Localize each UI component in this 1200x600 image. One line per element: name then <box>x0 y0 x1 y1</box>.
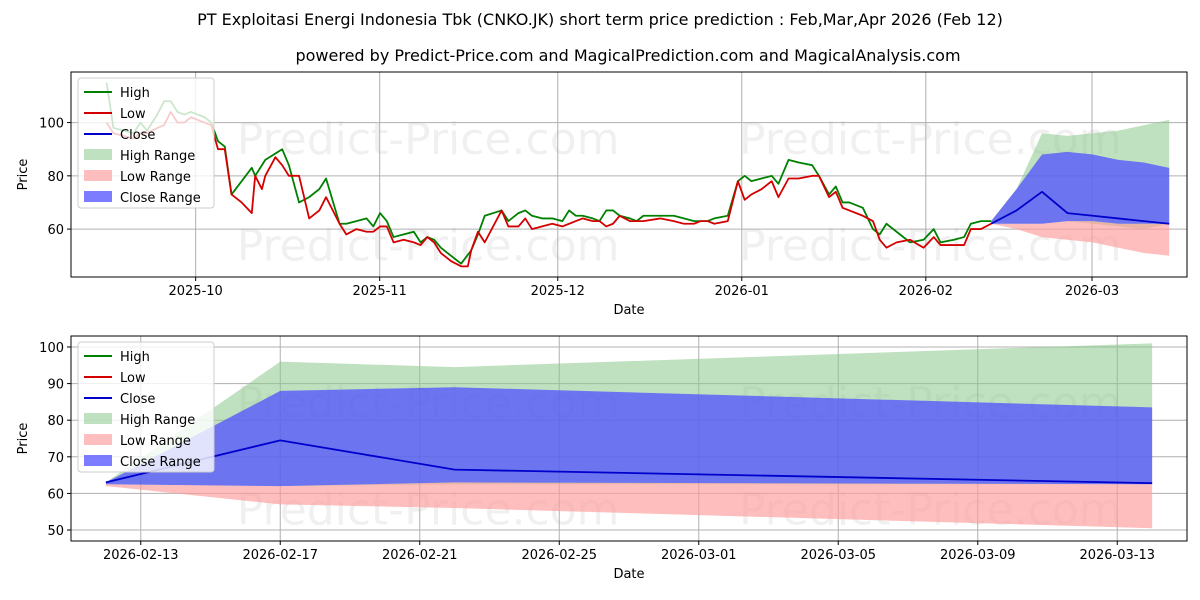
x-axis-label: Date <box>613 567 644 582</box>
x-tick-label: 2025-11 <box>353 284 407 299</box>
x-tick-label: 2026-02-13 <box>103 548 179 563</box>
y-tick-label: 100 <box>39 341 64 356</box>
legend-close-label: Close <box>120 128 155 143</box>
y-tick-label: 80 <box>47 414 64 429</box>
legend-low-range-swatch <box>84 170 112 181</box>
x-tick-label: 2026-03-13 <box>1079 548 1155 563</box>
y-axis-label: Price <box>16 159 31 191</box>
grid-group <box>71 72 1187 277</box>
legend-high-range-label: High Range <box>120 149 195 164</box>
watermark-text: Predict-Price.com <box>237 221 620 272</box>
low-range-band <box>991 221 1170 256</box>
x-tick-label: 2026-02-25 <box>521 548 597 563</box>
watermark-text: Predict-Price.com <box>237 114 620 165</box>
legend-close-label: Close <box>120 392 155 407</box>
legend-low-range-label: Low Range <box>120 170 191 185</box>
high-line <box>105 82 992 265</box>
x-tick-label: 2026-02-21 <box>382 548 458 563</box>
y-tick-label: 70 <box>47 451 64 466</box>
forecast-bands <box>991 119 1170 256</box>
y-tick-label: 60 <box>47 223 64 238</box>
legend-high-range-swatch <box>84 413 112 424</box>
prediction-bands <box>105 343 1153 529</box>
legend-low-range-label: Low Range <box>120 434 191 449</box>
chart-subtitle: powered by Predict-Price.com and Magical… <box>295 46 960 65</box>
x-tick-label: 2026-03-09 <box>940 548 1016 563</box>
history-lines <box>105 82 1170 268</box>
y-tick-label: 100 <box>39 117 64 132</box>
close-forecast-line <box>990 190 1170 225</box>
legend-high-label: High <box>120 86 150 101</box>
plot-frame <box>70 71 1188 278</box>
legend-high-label: High <box>120 350 150 365</box>
close-range-band <box>991 151 1170 224</box>
legend-low-range-swatch <box>84 434 112 445</box>
low-range-band <box>105 482 1153 529</box>
x-tick-label: 2026-03-01 <box>661 548 737 563</box>
legend: High Low Close High Range Low Range Close Ran… <box>77 341 215 473</box>
legend-close-range-swatch <box>84 455 112 466</box>
y-tick-label: 80 <box>47 170 64 185</box>
x-tick-label: 2026-02 <box>899 284 953 299</box>
legend-low-label: Low <box>120 107 146 122</box>
x-tick-label: 2025-10 <box>168 284 222 299</box>
x-tick-label: 2026-01 <box>715 284 769 299</box>
y-tick-label: 60 <box>47 487 64 502</box>
legend-low-label: Low <box>120 371 146 386</box>
x-tick-label: 2025-12 <box>531 284 585 299</box>
x-axis-label: Date <box>613 303 644 318</box>
legend-close-range-swatch <box>84 191 112 202</box>
chart-title: PT Exploitasi Energi Indonesia Tbk (CNKO… <box>197 10 1003 29</box>
legend-close-range-label: Close Range <box>120 455 201 470</box>
history-chart: Predict-Price.com Predict-Price.comPredic… <box>16 71 1188 318</box>
low-line <box>105 111 992 268</box>
close-range-band <box>105 387 1153 487</box>
y-tick-label: 50 <box>47 524 64 539</box>
prediction-chart: Predict-Price.comPredict-Price.comPredic… <box>16 335 1188 582</box>
x-tick-label: 2026-03-05 <box>800 548 876 563</box>
x-tick-label: 2026-02-17 <box>242 548 318 563</box>
x-tick-label: 2026-03 <box>1065 284 1119 299</box>
legend: High Low Close High Range Low Range Close Ran… <box>77 77 215 209</box>
legend-close-range-label: Close Range <box>120 191 201 206</box>
y-tick-label: 90 <box>47 378 64 393</box>
legend-high-range-swatch <box>84 149 112 160</box>
plot-frame <box>70 335 1188 542</box>
legend-high-range-label: High Range <box>120 413 195 428</box>
y-axis-label: Price <box>16 423 31 455</box>
